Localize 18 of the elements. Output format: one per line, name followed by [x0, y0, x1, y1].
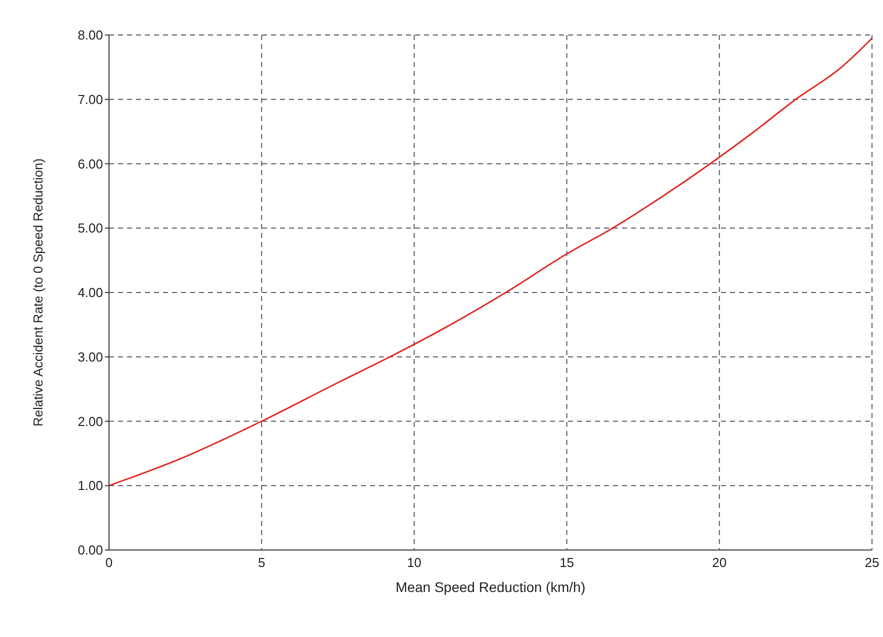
y-tick-label: 7.00: [78, 92, 103, 107]
y-axis-title: Relative Accident Rate (to 0 Speed Reduction): [30, 158, 46, 427]
x-tick-label: 10: [406, 555, 422, 570]
y-tick-label: 3.00: [78, 349, 103, 364]
line-series: [109, 37, 872, 486]
x-tick-label: 0: [105, 555, 113, 570]
x-axis-title: Mean Speed Reduction (km/h): [396, 579, 586, 595]
y-tick-label: 5.00: [78, 220, 103, 236]
y-tick-label: 6.00: [78, 156, 103, 172]
y-tick-label: 0.00: [78, 542, 103, 558]
y-tick-label: 1.00: [78, 478, 103, 494]
y-tick-label: 2.00: [78, 414, 103, 429]
x-tick-label: 25: [864, 555, 880, 570]
x-tick-label: 5: [258, 555, 266, 570]
y-tick-label: 4.00: [78, 285, 103, 300]
y-tick-label: 8.00: [78, 28, 103, 43]
x-tick-label: 20: [712, 555, 727, 570]
x-tick-label: 15: [560, 555, 574, 570]
